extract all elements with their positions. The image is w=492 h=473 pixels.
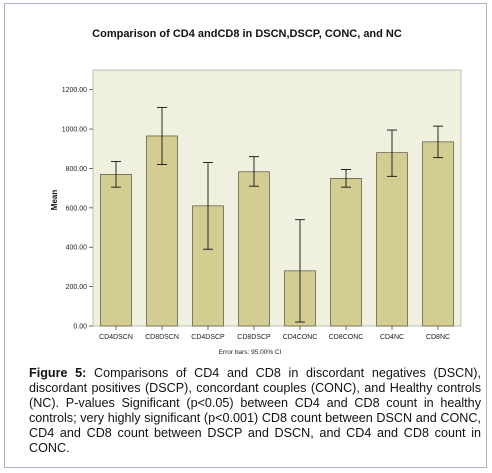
- bar-cd8dscp: [238, 171, 270, 327]
- x-axis: CD4DSCN CD8DSCN CD4DSCP CD8DSCP CD4CONC CD8CO…: [99, 326, 450, 341]
- bar-cd4nc: [376, 152, 408, 327]
- bar-cd8conc: [330, 178, 362, 327]
- x-tick-label: CD4DSCN: [99, 334, 133, 341]
- y-tick-label: 400.00: [66, 245, 88, 252]
- x-tick-label: CD4CONC: [283, 334, 318, 341]
- caption-text: Comparisons of CD4 and CD8 in discordant…: [29, 366, 481, 455]
- x-tick-label: CD4NC: [380, 334, 404, 341]
- chart-title: Comparison of CD4 andCD8 in DSCN,DSCP, C…: [92, 28, 402, 40]
- x-tick-label: CD8DSCP: [237, 334, 271, 341]
- y-tick-label: 800.00: [66, 166, 88, 173]
- y-axis: 0.00 200.00 400.00 600.00 800.00 1000.00 1200.…: [62, 87, 93, 331]
- figure-caption: Figure 5: Comparisons of CD4 and CD8 in …: [29, 366, 481, 456]
- x-tick-label: CD4DSCP: [191, 334, 225, 341]
- bar-cd8nc: [422, 141, 454, 327]
- x-tick-label: CD8DSCN: [145, 334, 179, 341]
- y-tick-label: 0.00: [73, 324, 87, 331]
- error-bars-note: Error bars: 95.00% CI: [219, 349, 282, 356]
- bars: [100, 135, 454, 327]
- y-tick-label: 1000.00: [62, 127, 87, 134]
- figure-panel: Comparison of CD4 andCD8 in DSCN,DSCP, C…: [4, 3, 487, 468]
- y-tick-label: 1200.00: [62, 87, 87, 94]
- bar-cd8dscn: [146, 135, 178, 327]
- x-tick-label: CD8NC: [426, 334, 450, 341]
- y-axis-label: Mean: [50, 190, 59, 211]
- y-tick-label: 600.00: [66, 205, 88, 212]
- bar-chart: Comparison of CD4 andCD8 in DSCN,DSCP, C…: [50, 28, 462, 356]
- caption-label: Figure 5:: [29, 366, 87, 380]
- x-tick-label: CD8CONC: [329, 334, 364, 341]
- y-tick-label: 200.00: [66, 284, 88, 291]
- error-bars: [111, 106, 443, 323]
- bar-cd4dscn: [100, 174, 132, 327]
